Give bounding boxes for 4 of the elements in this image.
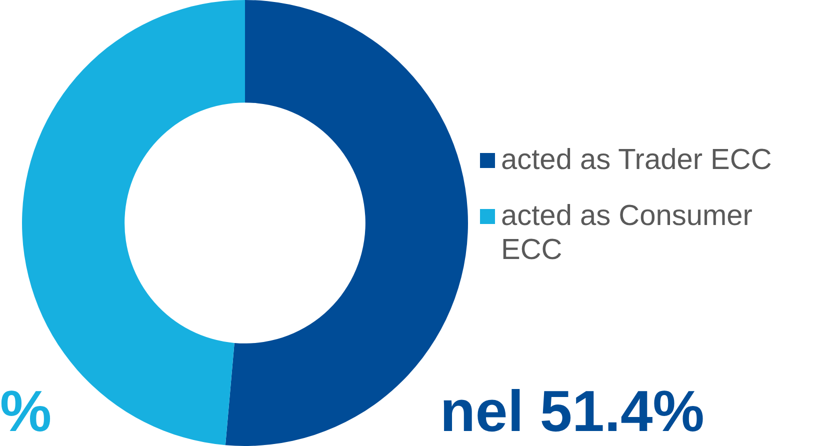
text: % (0, 379, 52, 444)
legend-label: acted as Consumer ECC (501, 199, 754, 267)
text: nel 51.4% (440, 379, 704, 444)
legend-label: acted as Trader ECC (501, 143, 773, 177)
